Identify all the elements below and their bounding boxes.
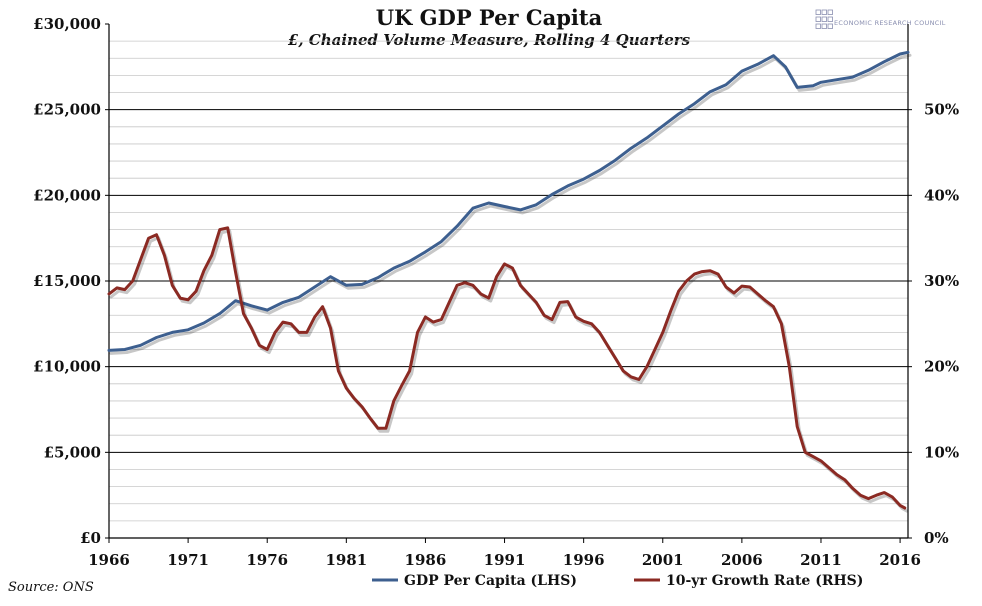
- series-shadow-gdp: [109, 53, 912, 355]
- logo-square: [815, 16, 821, 22]
- axes: [105, 23, 912, 543]
- legend-label-growth: 10-yr Growth Rate (RHS): [666, 573, 863, 589]
- logo-square: [827, 9, 833, 15]
- x-tick-label: 1981: [325, 551, 367, 569]
- x-tick-label: 2011: [800, 551, 842, 569]
- series-line-gdp: [107, 50, 910, 352]
- x-tick-label: 1971: [167, 551, 209, 569]
- chart-title: UK GDP Per Capita: [376, 5, 603, 30]
- y-right-tick-label: 20%: [924, 358, 959, 376]
- logo-square: [815, 23, 821, 29]
- series-layer: [107, 50, 912, 513]
- grid: [109, 40, 908, 522]
- y-left-tick-label: £30,000: [33, 15, 101, 33]
- x-tick-label: 1986: [405, 551, 447, 569]
- y-right-tick-label: 10%: [924, 443, 959, 461]
- legend-label-gdp: GDP Per Capita (LHS): [404, 573, 577, 589]
- logo-square: [821, 9, 827, 15]
- x-tick-label: 2001: [642, 551, 684, 569]
- x-tick-label: 1996: [563, 551, 605, 569]
- logo-square: [827, 23, 833, 29]
- logo-text: ECONOMIC RESEARCH COUNCIL: [834, 19, 946, 27]
- y-right-tick-label: 40%: [924, 186, 959, 204]
- y-right-tick-labels: 0% 10% 20% 30% 40% 50%: [924, 101, 959, 547]
- logo-square: [815, 9, 821, 15]
- erc-logo: ECONOMIC RESEARCH COUNCIL: [815, 9, 946, 29]
- x-tick-label: 1991: [484, 551, 526, 569]
- chart-subtitle: £, Chained Volume Measure, Rolling 4 Qua…: [288, 31, 691, 49]
- series-shadow-growth: [109, 229, 909, 513]
- logo-square: [821, 23, 827, 29]
- x-tick-label: 2006: [721, 551, 763, 569]
- legend: GDP Per Capita (LHS) 10-yr Growth Rate (…: [372, 573, 863, 589]
- x-tick-labels: 1966 1971 1976 1981 1986 1991 1996 2001 2006 2011…: [88, 551, 921, 569]
- y-left-tick-label: £20,000: [33, 186, 101, 204]
- logo-square: [827, 16, 833, 22]
- series-line-growth: [107, 226, 907, 510]
- y-left-tick-labels: £0 £5,000 £10,000 £15,000 £20,000 £25,000 £30,…: [33, 15, 101, 547]
- source-note: Source: ONS: [8, 580, 94, 595]
- logo-square: [821, 16, 827, 22]
- y-right-tick-label: 30%: [924, 272, 959, 290]
- x-tick-label: 1966: [88, 551, 130, 569]
- y-right-tick-label: 50%: [924, 101, 959, 119]
- y-left-tick-label: £15,000: [33, 272, 101, 290]
- y-left-tick-label: £10,000: [33, 358, 101, 376]
- logo-squares: [815, 9, 833, 29]
- y-left-tick-label: £25,000: [33, 101, 101, 119]
- x-tick-label: 1976: [246, 551, 288, 569]
- y-right-tick-label: 0%: [924, 529, 949, 547]
- y-left-tick-label: £5,000: [44, 443, 101, 461]
- x-tick-label: 2016: [879, 551, 921, 569]
- y-left-tick-label: £0: [80, 529, 101, 547]
